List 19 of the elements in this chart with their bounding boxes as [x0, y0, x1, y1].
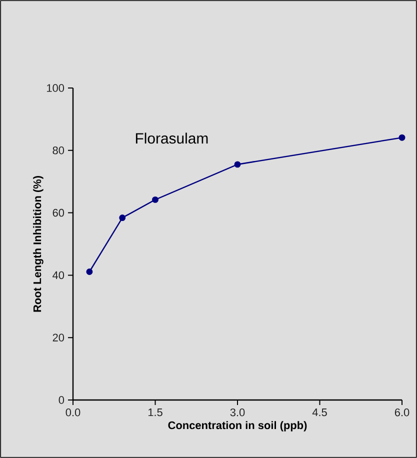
point [86, 268, 93, 276]
point [119, 214, 126, 222]
text: Florasulam [136, 132, 208, 144]
point [152, 196, 158, 203]
point [234, 161, 241, 168]
x-tick-label: 1.5 [148, 408, 162, 416]
y-tick-label: 80 [52, 146, 64, 154]
y-tick-label: 40 [52, 271, 64, 280]
x-tick-label: 3.0 [230, 408, 245, 416]
x-tick-label: 6.0 [394, 408, 410, 416]
y-tick-label: 0 [58, 396, 64, 404]
x-tick-label: 0.0 [66, 408, 80, 416]
x-axis-title: Concentration in soil (ppb) [168, 421, 307, 432]
point [398, 134, 406, 141]
y-axis-title: Root Length Inhibition (%) [33, 176, 44, 312]
y-tick-label: 20 [52, 334, 64, 342]
y-tick-label: 100 [47, 84, 64, 92]
x-tick-label: 4.5 [312, 408, 327, 416]
y-tick-label: 60 [52, 208, 64, 217]
